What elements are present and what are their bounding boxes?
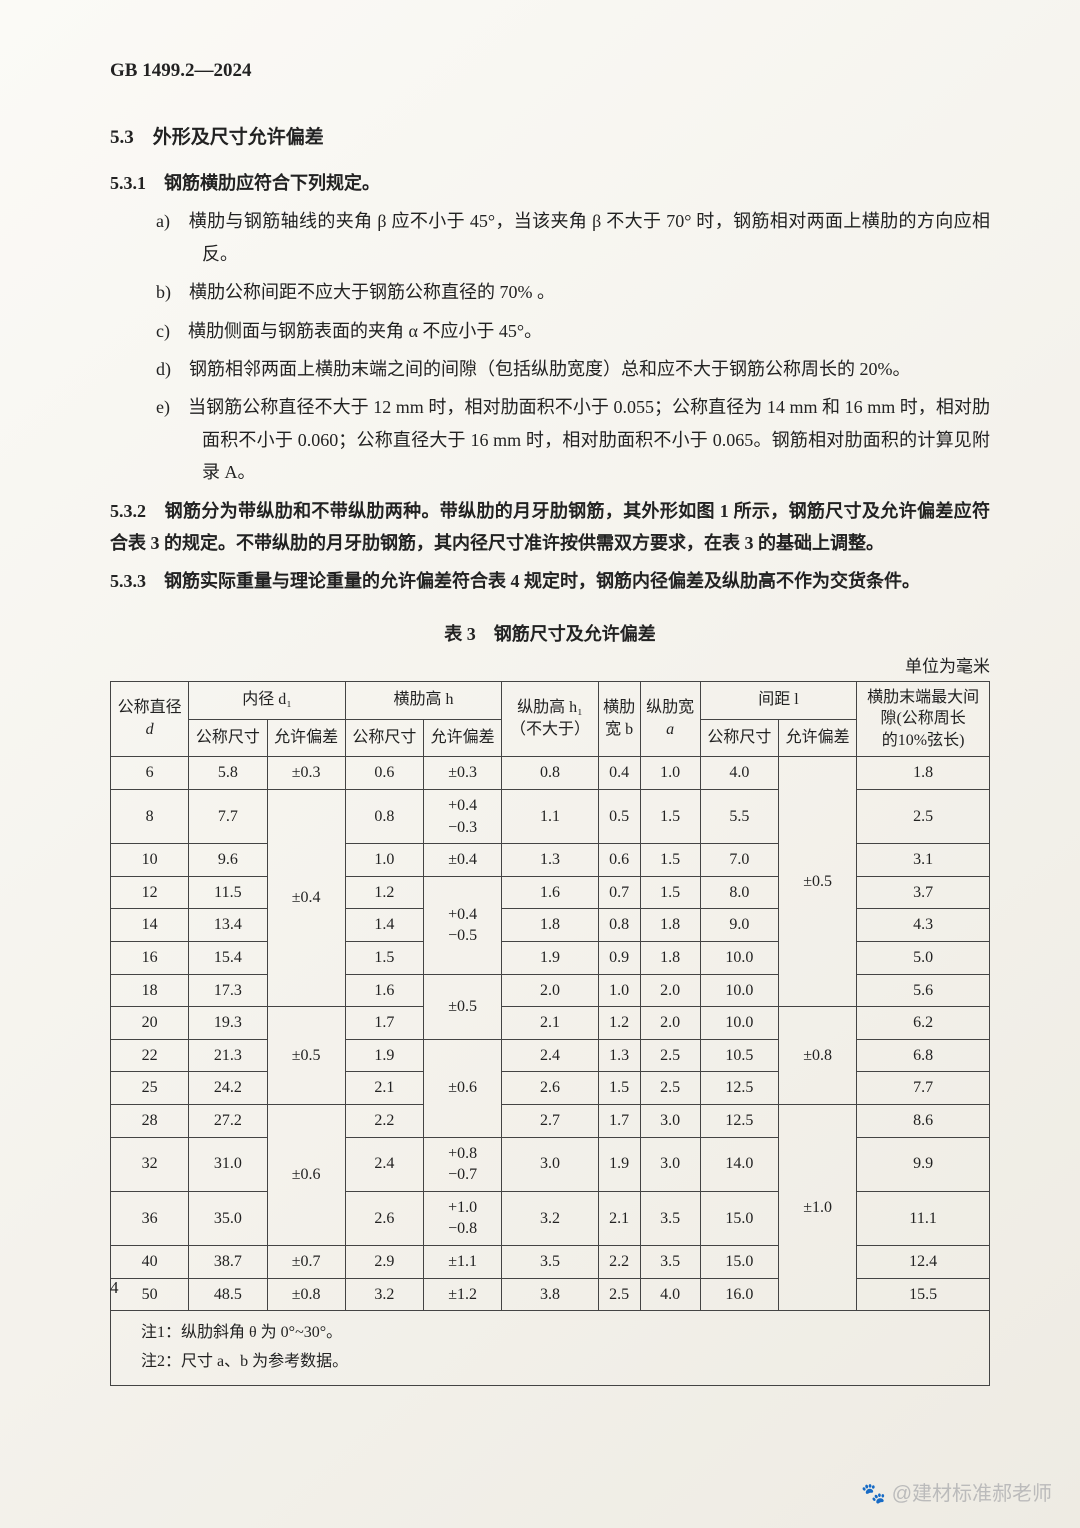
th-d1-tol: 允许偏差 <box>267 719 345 757</box>
p-5-3-2: 5.3.2 钢筋分为带纵肋和不带纵肋两种。带纵肋的月牙肋钢筋，其外形如图 1 所… <box>110 495 990 560</box>
section-name: 外形及尺寸允许偏差 <box>153 127 324 148</box>
note-2: 注2：尺寸 a、b 为参考数据。 <box>141 1348 979 1377</box>
list-5-3-1: a) 横肋与钢筋轴线的夹角 β 应不小于 45°，当该夹角 β 不大于 70° … <box>156 205 990 488</box>
th-gap: 横肋末端最大间隙(公称周长的10%弦长) <box>857 681 990 757</box>
th-h-tol: 允许偏差 <box>424 719 502 757</box>
th-h: 横肋高 h <box>345 681 502 719</box>
th-a: 纵肋宽a <box>640 681 700 757</box>
th-d: 公称直径d <box>111 681 189 757</box>
table-row: 1211.5 1.2 +0.4 −0.5 1.60.71.5 8.0 3.7 <box>111 876 990 909</box>
table-notes: 注1：纵肋斜角 θ 为 0°~30°。 注2：尺寸 a、b 为参考数据。 <box>110 1311 990 1386</box>
table-row: 65.8 ±0.3 0.6±0.3 0.80.41.0 4.0 ±0.5 1.8 <box>111 757 990 790</box>
item-b: b) 横肋公称间距不应大于钢筋公称直径的 70% 。 <box>156 276 990 308</box>
table-row: 2019.3 ±0.5 1.7 2.11.22.0 10.0 ±0.8 6.2 <box>111 1007 990 1040</box>
table-row: 4038.7 ±0.7 2.9±1.1 3.52.23.5 15.0 12.4 <box>111 1245 990 1278</box>
table-row: 2827.2 ±0.6 2.2 2.71.73.0 12.5 ±1.0 8.6 <box>111 1105 990 1138</box>
table-title: 表 3 钢筋尺寸及允许偏差 <box>110 620 990 646</box>
th-h-nom: 公称尺寸 <box>345 719 423 757</box>
th-l-tol: 允许偏差 <box>778 719 856 757</box>
table-row: 3231.0 2.4+0.8 −0.7 3.01.93.0 14.0 9.9 <box>111 1137 990 1191</box>
table-row: 2524.2 2.1 2.61.52.5 12.5 7.7 <box>111 1072 990 1105</box>
table-3: 公称直径d 内径 d₁ 横肋高 h 纵肋高 h₁（不大于） 横肋宽 b 纵肋宽a… <box>110 681 990 1311</box>
table-row: 3635.0 2.6+1.0 −0.8 3.22.13.5 15.0 11.1 <box>111 1191 990 1245</box>
p-5-3-1-lead: 5.3.1 钢筋横肋应符合下列规定。 <box>110 167 990 199</box>
item-d: d) 钢筋相邻两面上横肋末端之间的间隙（包括纵肋宽度）总和应不大于钢筋公称周长的… <box>156 353 990 385</box>
p-5-3-3: 5.3.3 钢筋实际重量与理论重量的允许偏差符合表 4 规定时，钢筋内径偏差及纵… <box>110 565 990 597</box>
table-unit: 单位为毫米 <box>110 652 990 677</box>
table-head: 公称直径d 内径 d₁ 横肋高 h 纵肋高 h₁（不大于） 横肋宽 b 纵肋宽a… <box>111 681 990 757</box>
watermark: 🐾 @建材标准郝老师 <box>861 1477 1052 1506</box>
item-e: e) 当钢筋公称直径不大于 12 mm 时，相对肋面积不小于 0.055；公称直… <box>156 391 990 488</box>
page-number: 4 <box>110 1278 119 1298</box>
section-num: 5.3 <box>110 127 134 148</box>
doc-code: GB 1499.2—2024 <box>110 60 990 82</box>
item-a: a) 横肋与钢筋轴线的夹角 β 应不小于 45°，当该夹角 β 不大于 70° … <box>156 205 990 270</box>
item-c: c) 横肋侧面与钢筋表面的夹角 α 不应小于 45°。 <box>156 315 990 347</box>
document-page: GB 1499.2—2024 5.3 外形及尺寸允许偏差 5.3.1 钢筋横肋应… <box>0 0 1080 1528</box>
table-row: 87.7 ±0.4 0.8+0.4 −0.3 1.10.51.5 5.5 2.5 <box>111 790 990 844</box>
table-row: 109.6 1.0±0.4 1.30.61.5 7.0 3.1 <box>111 844 990 877</box>
section-title: 5.3 外形及尺寸允许偏差 <box>110 122 990 149</box>
table-row: 2221.3 1.9 ±0.6 2.41.32.5 10.5 6.8 <box>111 1039 990 1072</box>
table-row: 1413.4 1.4 1.80.81.8 9.0 4.3 <box>111 909 990 942</box>
note-1: 注1：纵肋斜角 θ 为 0°~30°。 <box>141 1319 979 1348</box>
table-body: 65.8 ±0.3 0.6±0.3 0.80.41.0 4.0 ±0.5 1.8… <box>111 757 990 1311</box>
th-l: 间距 l <box>700 681 857 719</box>
table-row: 1817.3 1.6 ±0.5 2.01.02.0 10.0 5.6 <box>111 974 990 1007</box>
table-row: 5048.5 ±0.8 3.2±1.2 3.82.54.0 16.0 15.5 <box>111 1278 990 1311</box>
th-d1: 内径 d₁ <box>189 681 346 719</box>
th-h1: 纵肋高 h₁（不大于） <box>502 681 598 757</box>
th-d1-nom: 公称尺寸 <box>189 719 267 757</box>
th-b: 横肋宽 b <box>598 681 640 757</box>
table-row: 1615.4 1.5 1.90.91.8 10.0 5.0 <box>111 942 990 975</box>
th-l-nom: 公称尺寸 <box>700 719 778 757</box>
